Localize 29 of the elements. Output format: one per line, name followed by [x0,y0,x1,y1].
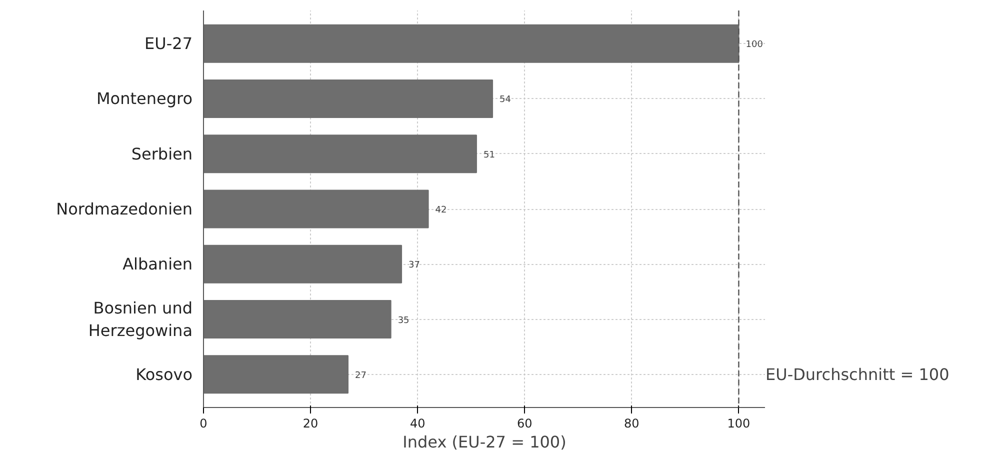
x-tick-label: 20 [302,416,318,430]
bar [204,134,477,174]
y-tick-label: Albanien [122,254,192,274]
x-tick-label: 60 [517,416,532,430]
data-label: 37 [408,260,420,271]
bar [204,190,429,228]
data-label: 51 [483,150,495,160]
bar [204,79,494,118]
x-axis-title: Index (EU-27 = 100) [402,432,566,452]
bar [204,24,740,63]
data-label: 100 [746,40,764,50]
y-tick-label: Serbien [131,144,193,164]
bar [204,244,402,284]
x-tick-label: 40 [410,416,426,430]
y-tick-label: Nordmazedonien [56,200,192,218]
ref-line-label: EU-Durchschnitt = 100 [766,364,950,384]
data-label: 35 [398,316,410,326]
y-tick-label: EU-27 [144,34,192,54]
y-tick-label: Bosnien und Herzegowina [88,298,193,340]
y-tick-label: Kosovo [136,364,193,384]
y-tick-label: Montenegro [96,89,193,108]
bar [204,355,349,394]
x-tick-label: 80 [624,416,640,430]
x-tick-label: 0 [200,416,208,430]
x-tick-label: 100 [727,416,750,430]
data-label: 42 [435,206,447,216]
data-label: 54 [500,95,512,106]
data-label: 27 [355,370,366,381]
bar [204,300,392,339]
